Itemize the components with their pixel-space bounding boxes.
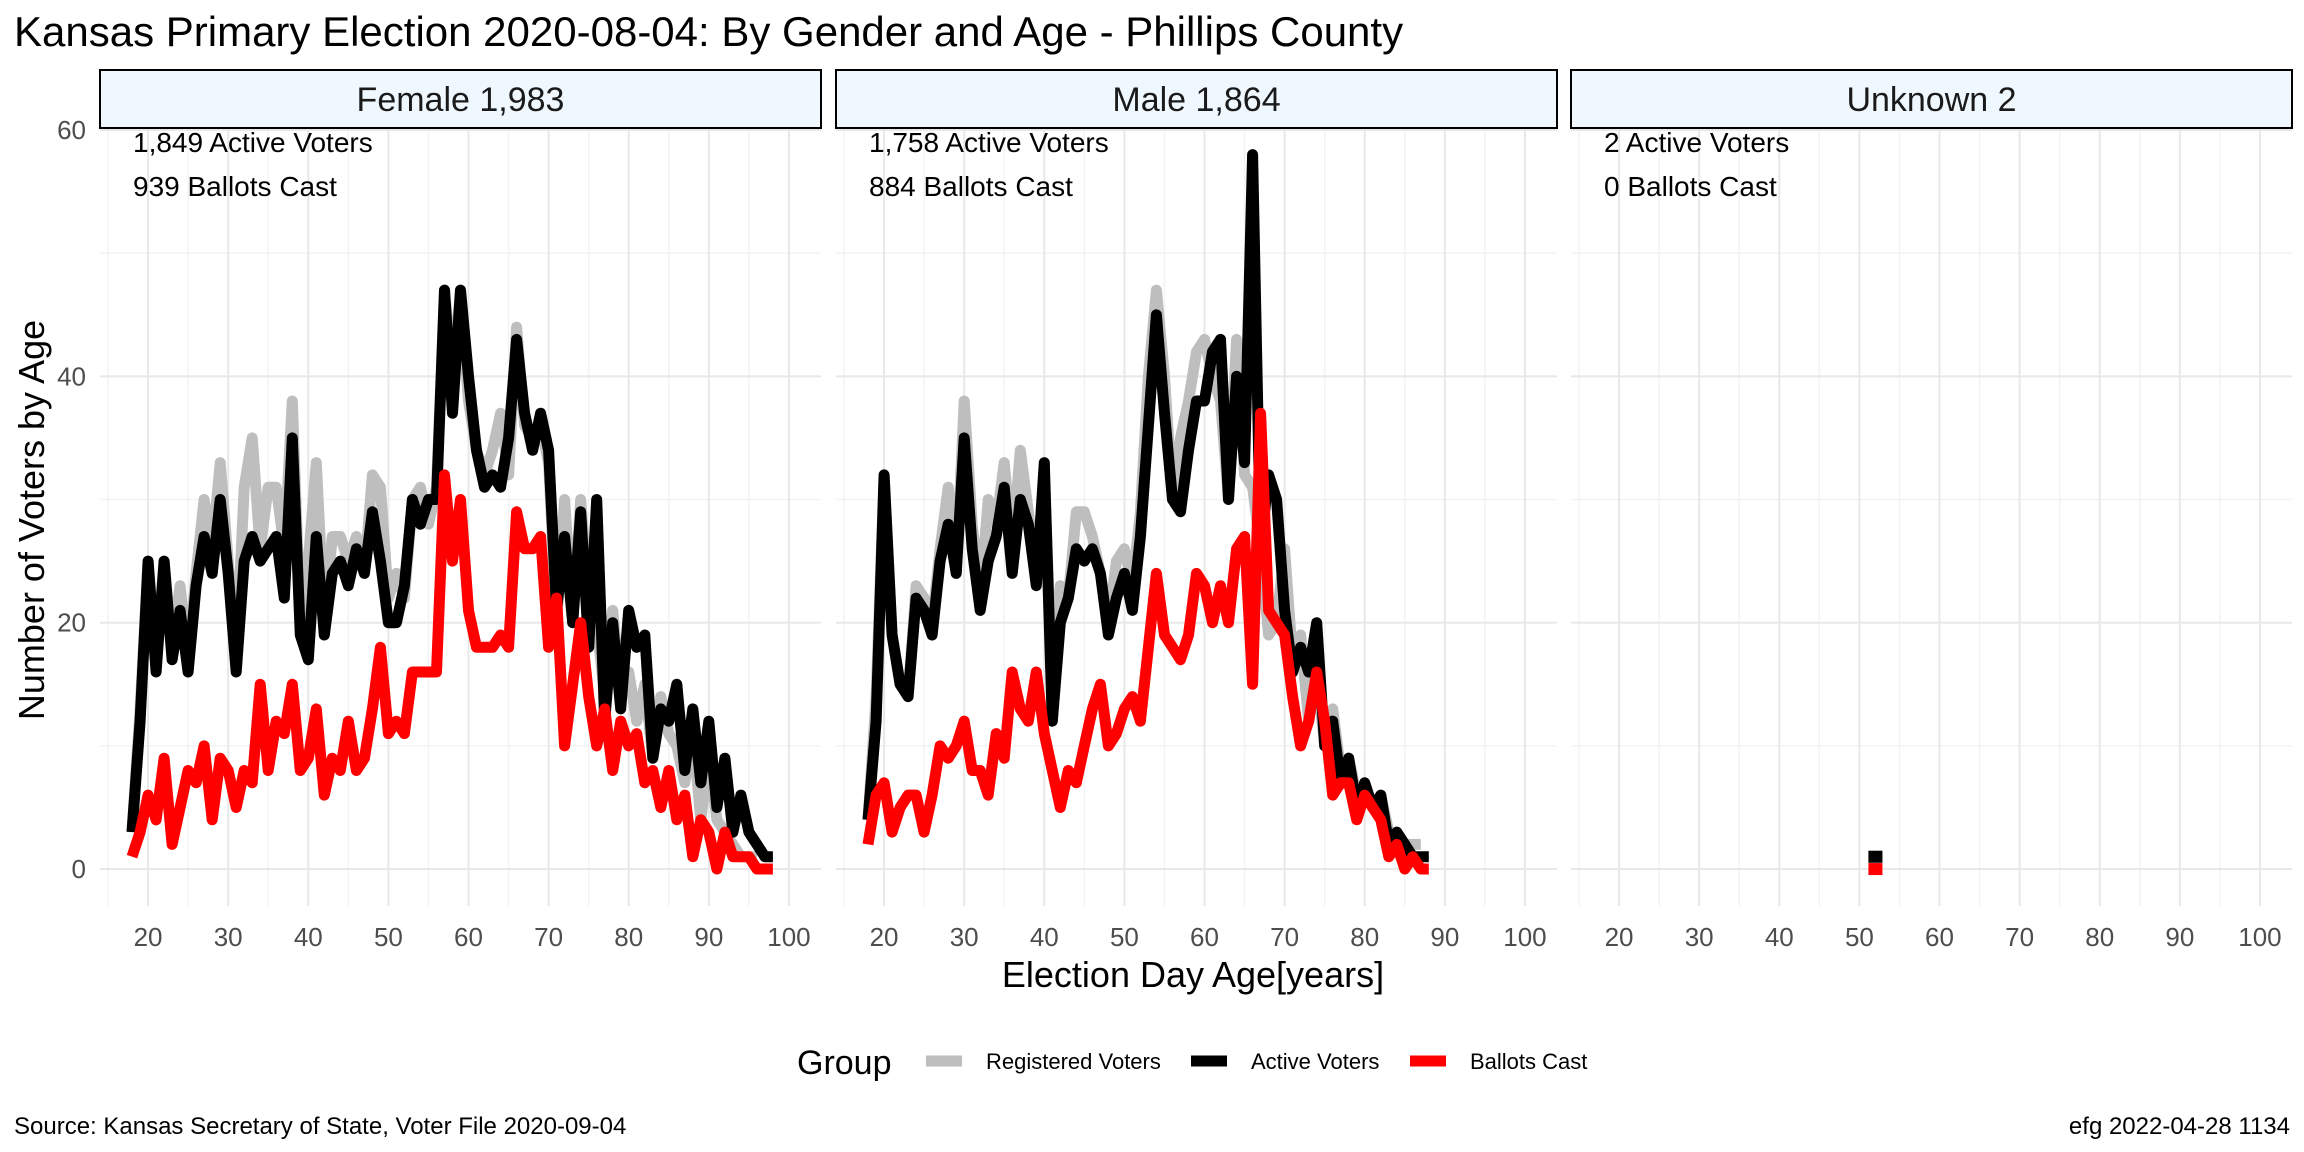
x-tick-label: 30 xyxy=(214,922,243,952)
x-tick-label: 90 xyxy=(694,922,723,952)
x-tick-label: 90 xyxy=(2165,922,2194,952)
facet-strip xyxy=(835,69,1558,129)
x-axis-title: Election Day Age[years] xyxy=(1002,954,1384,995)
facet-strip xyxy=(99,69,822,129)
active-voters-annotation: 1,758 Active Voters xyxy=(869,127,1109,158)
x-tick-label: 40 xyxy=(294,922,323,952)
y-tick-label: 0 xyxy=(72,854,86,884)
x-tick-label: 60 xyxy=(1925,922,1954,952)
y-tick-label: 40 xyxy=(57,361,86,391)
panel-3: Unknown 2 2 Active Voters 0 Ballots Cast 20… xyxy=(1570,69,2293,952)
ballots-cast-annotation: 0 Ballots Cast xyxy=(1604,171,1777,202)
active-voters-annotation: 1,849 Active Voters xyxy=(133,127,373,158)
series-ballots-cast xyxy=(862,407,1429,875)
credit-note: efg 2022-04-28 1134 xyxy=(2069,1113,2290,1140)
facet-strip-label: Female 1,983 xyxy=(357,81,565,119)
series-active-voters xyxy=(126,284,773,863)
x-tick-label: 60 xyxy=(1190,922,1219,952)
x-tick-label: 100 xyxy=(767,922,810,952)
facet-strip-label: Unknown 2 xyxy=(1846,81,2016,119)
x-tick-label: 40 xyxy=(1030,922,1059,952)
x-tick-label: 50 xyxy=(374,922,403,952)
source-note: Source: Kansas Secretary of State, Voter… xyxy=(14,1113,626,1140)
x-tick-label: 20 xyxy=(1605,922,1634,952)
legend-label: Registered Voters xyxy=(986,1049,1161,1074)
facet-strip-label: Male 1,864 xyxy=(1112,81,1280,119)
x-tick-label: 70 xyxy=(534,922,563,952)
series-active-voters-point xyxy=(1868,850,1883,863)
x-tick-label: 90 xyxy=(1430,922,1459,952)
legend-label: Ballots Cast xyxy=(1470,1049,1587,1074)
y-tick-label: 20 xyxy=(57,608,86,638)
y-axis-title: Number of Voters by Age xyxy=(11,320,52,720)
ballots-cast-annotation: 884 Ballots Cast xyxy=(869,171,1073,202)
x-tick-label: 50 xyxy=(1845,922,1874,952)
x-tick-label: 70 xyxy=(1270,922,1299,952)
ballots-cast-annotation: 939 Ballots Cast xyxy=(133,171,337,202)
x-tick-label: 20 xyxy=(134,922,163,952)
x-tick-label: 60 xyxy=(454,922,483,952)
x-tick-label: 80 xyxy=(614,922,643,952)
facet-strip xyxy=(1570,69,2293,129)
y-tick-label: 60 xyxy=(57,115,86,145)
panel-1: Female 1,983 1,849 Active Voters 939 Ballo… xyxy=(99,69,822,952)
series-active-voters xyxy=(862,149,1429,863)
x-tick-label: 80 xyxy=(1350,922,1379,952)
x-tick-label: 100 xyxy=(2238,922,2281,952)
legend: Group Registered Voters Active Voters Ball… xyxy=(797,1044,1587,1082)
x-tick-label: 30 xyxy=(1685,922,1714,952)
active-voters-annotation: 2 Active Voters xyxy=(1604,127,1789,158)
legend-title: Group xyxy=(797,1044,892,1082)
x-tick-label: 20 xyxy=(870,922,899,952)
series-ballots-cast-point xyxy=(1868,863,1883,876)
x-tick-label: 40 xyxy=(1765,922,1794,952)
facet-panels: Female 1,983 1,849 Active Voters 939 Ballo… xyxy=(57,69,2293,952)
legend-label: Active Voters xyxy=(1251,1049,1379,1074)
x-tick-label: 80 xyxy=(2085,922,2114,952)
x-tick-label: 30 xyxy=(950,922,979,952)
x-tick-label: 50 xyxy=(1110,922,1139,952)
chart-title: Kansas Primary Election 2020-08-04: By G… xyxy=(14,8,1403,55)
x-tick-label: 70 xyxy=(2005,922,2034,952)
x-tick-label: 100 xyxy=(1503,922,1546,952)
series-ballots-cast xyxy=(126,469,773,875)
